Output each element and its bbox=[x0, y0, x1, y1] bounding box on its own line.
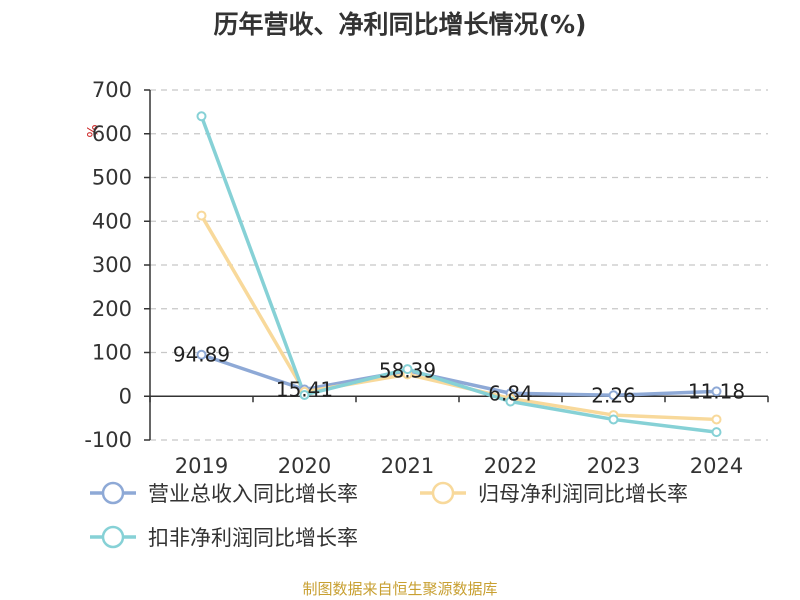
data-label: 2.26 bbox=[591, 383, 636, 407]
y-tick-label: -100 bbox=[84, 428, 132, 452]
series-points bbox=[196, 111, 722, 438]
series-line-1 bbox=[200, 353, 717, 398]
series-point-1 bbox=[608, 390, 619, 401]
series-point-3 bbox=[402, 364, 413, 375]
legend-label-3: 扣非净利润同比增长率 bbox=[148, 526, 358, 550]
series-point-2 bbox=[711, 414, 722, 425]
chart-title: 历年营收、净利同比增长情况(%) bbox=[214, 10, 587, 39]
grid bbox=[150, 89, 768, 441]
y-tick-labels: 700 600 500 400 300 200 100 0 -100 bbox=[84, 78, 132, 452]
y-tick-label: 0 bbox=[119, 384, 132, 408]
series-line-3 bbox=[199, 115, 717, 434]
data-label: 15.41 bbox=[276, 378, 333, 402]
series-point-1 bbox=[711, 386, 722, 397]
x-tick-label: 2022 bbox=[484, 454, 537, 478]
y-tick-label: 200 bbox=[92, 297, 132, 321]
x-tick-label: 2019 bbox=[175, 454, 228, 478]
data-label: 11.18 bbox=[688, 379, 745, 403]
series-point-3 bbox=[299, 389, 310, 400]
x-tick-labels: 2019 2020 2021 2022 2023 2024 bbox=[175, 454, 743, 478]
source-note: 制图数据来自恒生聚源数据库 bbox=[302, 580, 497, 598]
legend-label-1: 营业总收入同比增长率 bbox=[148, 482, 358, 506]
y-tick-label: 400 bbox=[92, 209, 132, 233]
x-tick-label: 2021 bbox=[381, 454, 434, 478]
series-point-3 bbox=[196, 111, 207, 122]
y-tick-label: 700 bbox=[92, 78, 132, 102]
legend-marker-2 bbox=[431, 481, 455, 505]
y-axis-unit: % bbox=[83, 124, 99, 137]
data-label: 6.84 bbox=[488, 381, 533, 405]
y-tick-label: 300 bbox=[92, 253, 132, 277]
data-labels: 94.89 15.41 58.39 6.84 2.26 11.18 bbox=[173, 343, 745, 408]
x-tick-label: 2020 bbox=[278, 454, 331, 478]
series-point-3 bbox=[608, 414, 619, 425]
series-lines bbox=[199, 115, 717, 434]
y-tick-label: 600 bbox=[92, 122, 132, 146]
legend-marker-3 bbox=[101, 525, 125, 549]
data-label: 58.39 bbox=[379, 359, 436, 383]
y-tick-label: 500 bbox=[92, 166, 132, 190]
legend-label-2: 归母净利润同比增长率 bbox=[478, 482, 688, 506]
series-point-3 bbox=[711, 427, 722, 438]
x-tick-label: 2024 bbox=[690, 454, 743, 478]
x-tick-label: 2023 bbox=[587, 454, 640, 478]
y-tick-label: 100 bbox=[92, 341, 132, 365]
data-label: 94.89 bbox=[173, 343, 230, 367]
axes bbox=[144, 89, 769, 441]
series-point-1 bbox=[196, 349, 207, 360]
series-point-3 bbox=[505, 396, 516, 407]
legend-marker-1 bbox=[101, 481, 125, 505]
series-point-2 bbox=[196, 210, 207, 221]
